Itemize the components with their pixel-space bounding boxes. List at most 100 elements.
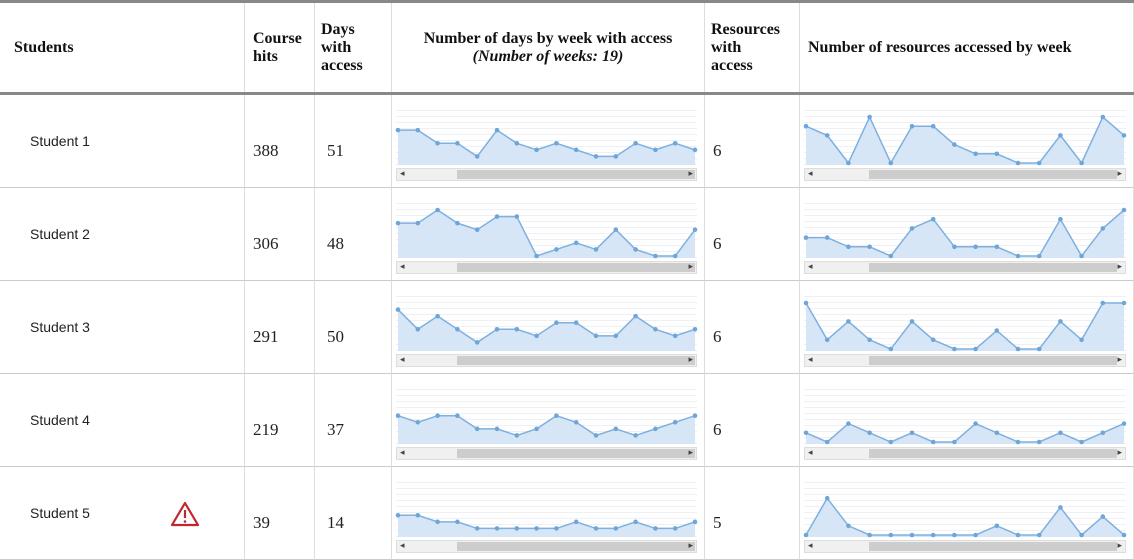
sparkline-point [1121, 133, 1127, 138]
sparkline-point [692, 326, 698, 332]
sparkline-line [805, 302, 1124, 350]
scroll-thumb[interactable] [457, 263, 695, 272]
sparkline-line [398, 514, 696, 530]
sparkline-point [973, 151, 978, 157]
scrollbar[interactable]: ◂ ▸ [396, 168, 697, 181]
hits-cell: 39 [245, 467, 315, 560]
resources-chart-cell: ◂ ▸ [800, 188, 1134, 281]
resources-with-access: 6 [713, 141, 722, 160]
sparkline-point [824, 235, 830, 240]
sparkline-point [909, 532, 915, 538]
sparkline-point [1121, 421, 1127, 426]
sparkline-plot [395, 105, 698, 165]
scrollbar[interactable]: ◂ ▸ [804, 168, 1126, 181]
sparkline-point [888, 253, 894, 259]
scroll-right[interactable]: ▸ [688, 169, 693, 179]
scroll-left[interactable]: ◂ [808, 355, 813, 365]
header-label: Course hits [253, 29, 302, 65]
scroll-left[interactable]: ◂ [808, 541, 813, 551]
sparkline-point [692, 227, 698, 233]
sparkline-point [994, 151, 1000, 157]
days-cell: 37 [315, 374, 392, 467]
scrollbar[interactable]: ◂ ▸ [804, 354, 1126, 367]
scroll-right[interactable]: ▸ [688, 541, 693, 551]
sparkline-point [593, 333, 599, 339]
scroll-thumb[interactable] [869, 263, 1118, 272]
sparkline-point [474, 154, 480, 159]
days-chart-cell: ◂ ▸ [392, 467, 705, 560]
sparkline-point [633, 247, 638, 252]
sparkline-point [1036, 160, 1042, 166]
scroll-right[interactable]: ▸ [1117, 262, 1122, 272]
sparkline-point [1079, 337, 1084, 343]
warning-icon [170, 501, 200, 527]
sparkline-point [1079, 253, 1084, 259]
header-text-wrap: Number of resources accessed by week [808, 39, 1072, 57]
scroll-thumb[interactable] [869, 449, 1118, 458]
resources-with-access: 6 [713, 420, 722, 439]
scroll-thumb[interactable] [869, 170, 1118, 179]
header-cell: Course hits [245, 3, 315, 92]
scroll-left[interactable]: ◂ [400, 448, 405, 458]
sparkline-point [593, 433, 599, 438]
sparkline-point [1036, 346, 1042, 352]
course-hits: 388 [253, 141, 279, 160]
sparkline-point [395, 127, 401, 133]
scroll-right[interactable]: ▸ [688, 355, 693, 365]
sparkline-area [806, 117, 1124, 165]
days-with-access: 50 [327, 327, 344, 346]
days-cell: 51 [315, 95, 392, 188]
resources-with-access: 6 [713, 327, 722, 346]
days-with-access: 48 [327, 234, 344, 253]
scroll-right[interactable]: ▸ [1117, 448, 1122, 458]
sparkline-point [1058, 133, 1063, 138]
scroll-left[interactable]: ◂ [808, 169, 813, 179]
scroll-left[interactable]: ◂ [400, 355, 405, 365]
sparkline-point [514, 433, 520, 438]
sparkline-point [1036, 532, 1042, 538]
scrollbar[interactable]: ◂ ▸ [396, 540, 697, 553]
sparkline-point [909, 226, 915, 231]
scroll-left[interactable]: ◂ [400, 169, 405, 179]
scrollbar[interactable]: ◂ ▸ [804, 447, 1126, 460]
scrollbar[interactable]: ◂ ▸ [396, 261, 697, 274]
scroll-left[interactable]: ◂ [808, 262, 813, 272]
scroll-thumb[interactable] [457, 542, 695, 551]
scrollbar[interactable]: ◂ ▸ [804, 540, 1126, 553]
sparkline-point [455, 413, 460, 419]
scroll-left[interactable]: ◂ [400, 262, 405, 272]
sparkline-point [672, 526, 678, 531]
sparkline-point [803, 532, 809, 538]
sparkline-point [395, 413, 401, 419]
scrollbar[interactable]: ◂ ▸ [396, 447, 697, 460]
sparkline-area [806, 210, 1124, 258]
scroll-right[interactable]: ▸ [1117, 541, 1122, 551]
scroll-left[interactable]: ◂ [400, 541, 405, 551]
scroll-left[interactable]: ◂ [808, 448, 813, 458]
name-cell: Student 1 [0, 95, 245, 188]
scroll-thumb[interactable] [457, 449, 695, 458]
sparkline-area [806, 498, 1124, 537]
scroll-thumb[interactable] [869, 542, 1118, 551]
scroll-thumb[interactable] [457, 356, 695, 365]
header-text-wrap: Resources with access [711, 21, 780, 75]
scroll-right[interactable]: ▸ [1117, 169, 1122, 179]
days-cell: 14 [315, 467, 392, 560]
scroll-right[interactable]: ▸ [1117, 355, 1122, 365]
scrollbar[interactable]: ◂ ▸ [804, 261, 1126, 274]
sparkline-point [930, 439, 936, 445]
scroll-thumb[interactable] [457, 170, 695, 179]
scroll-thumb[interactable] [869, 356, 1118, 365]
sparkline-point [514, 326, 520, 332]
sparkline-line [805, 496, 1125, 537]
scroll-right[interactable]: ▸ [688, 448, 693, 458]
sparkline-point [474, 340, 480, 345]
scrollbar[interactable]: ◂ ▸ [396, 354, 697, 367]
sparkline-point [824, 439, 830, 445]
sparkline-point [534, 147, 539, 153]
header-text-wrap: Course hits [253, 29, 302, 66]
scroll-right[interactable]: ▸ [688, 262, 693, 272]
sparkline-point [514, 214, 520, 219]
sparkline-plot [803, 384, 1127, 445]
sparkline [803, 207, 1127, 259]
